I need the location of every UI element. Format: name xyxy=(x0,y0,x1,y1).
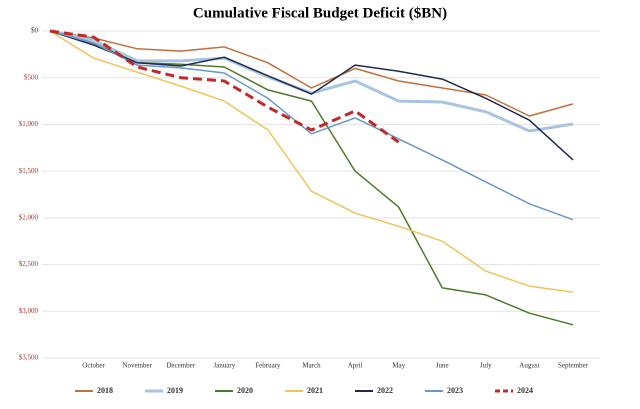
series-line xyxy=(49,29,574,133)
series-line xyxy=(49,30,574,293)
x-tick-label: August xyxy=(519,362,539,370)
legend-label: 2020 xyxy=(237,386,253,395)
x-tick-label: May xyxy=(392,362,405,370)
y-tick-label: $500 xyxy=(24,73,39,81)
x-tick-label: April xyxy=(348,362,363,370)
series-line xyxy=(49,30,574,161)
y-tick-label: $3,000 xyxy=(19,307,39,315)
y-tick-label: $2,500 xyxy=(19,260,39,268)
legend-label: 2021 xyxy=(307,386,323,395)
series-line xyxy=(49,30,574,117)
y-tick-label: $2,000 xyxy=(19,213,39,221)
legend-label: 2023 xyxy=(447,386,463,395)
x-tick-label: October xyxy=(82,362,105,370)
x-tick-label: December xyxy=(166,362,195,370)
chart-title: Cumulative Fiscal Budget Deficit ($BN) xyxy=(193,5,447,21)
x-tick-label: February xyxy=(255,362,281,370)
series-line xyxy=(49,30,574,326)
y-tick-label: $3,500 xyxy=(19,354,39,362)
y-tick-label: $1,500 xyxy=(19,167,39,175)
legend-label: 2022 xyxy=(377,386,393,395)
x-tick-label: March xyxy=(302,362,321,370)
x-tick-label: July xyxy=(480,362,492,370)
legend-label: 2019 xyxy=(167,386,183,395)
series-line xyxy=(49,29,400,144)
x-tick-label: November xyxy=(122,362,152,370)
x-tick-label: September xyxy=(558,362,589,370)
y-tick-label: $0 xyxy=(31,27,39,35)
y-tick-label: $1,000 xyxy=(19,120,39,128)
legend-label: 2024 xyxy=(517,386,533,395)
series-line xyxy=(49,30,574,221)
x-tick-label: January xyxy=(213,362,235,370)
x-tick-label: June xyxy=(436,362,449,370)
legend-label: 2018 xyxy=(97,386,113,395)
